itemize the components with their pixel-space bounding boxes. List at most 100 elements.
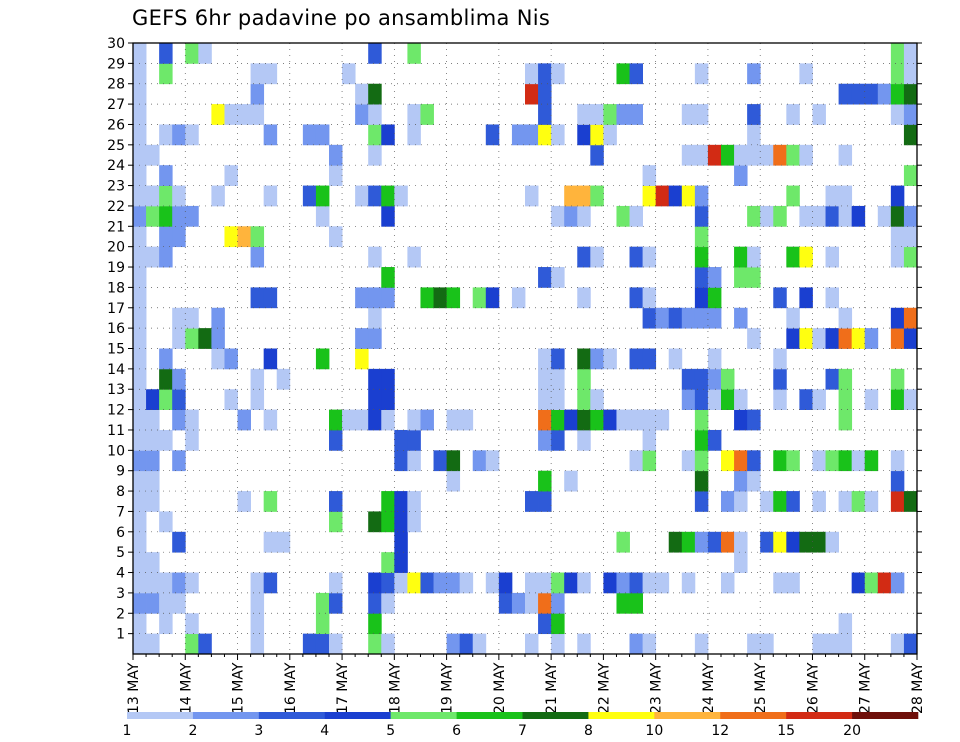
heatmap-cell <box>538 83 552 105</box>
heatmap-cell <box>851 491 866 512</box>
heatmap-cell <box>890 368 905 390</box>
heatmap-cell <box>694 226 709 248</box>
heatmap-cell <box>172 307 186 329</box>
heatmap-cell <box>250 389 265 410</box>
heatmap-cell <box>694 307 709 329</box>
colorbar-swatch <box>324 712 391 719</box>
heatmap-cell <box>590 348 604 370</box>
heatmap-cell <box>159 389 173 410</box>
heatmap-cell <box>864 389 879 410</box>
heatmap-cell <box>694 267 709 288</box>
heatmap-cell <box>133 348 147 370</box>
heatmap-cell <box>773 389 787 410</box>
heatmap-cell <box>734 552 748 573</box>
heatmap-cell <box>538 409 552 431</box>
heatmap-cell <box>133 267 147 288</box>
heatmap-cell <box>172 226 186 248</box>
colorbar-label: 12 <box>711 723 729 739</box>
heatmap-cell <box>668 348 683 370</box>
heatmap-cell <box>734 144 748 166</box>
heatmap-cell <box>890 205 905 227</box>
heatmap-cell <box>707 368 722 390</box>
heatmap-cell <box>655 409 670 431</box>
heatmap-cell <box>721 389 735 410</box>
heatmap-cell <box>433 572 447 594</box>
heatmap-cell <box>551 633 565 655</box>
heatmap-cell <box>329 226 343 248</box>
heatmap-cell <box>577 124 591 146</box>
heatmap-cell <box>172 124 186 146</box>
heatmap-cell <box>551 267 565 288</box>
heatmap-cell <box>890 246 905 268</box>
heatmap-cell <box>172 205 186 227</box>
x-tick-label: 18 MAY <box>387 662 403 714</box>
heatmap-cell <box>773 368 787 390</box>
heatmap-cell <box>172 328 186 349</box>
heatmap-cell <box>250 572 265 594</box>
x-tick-label: 20 MAY <box>492 662 508 714</box>
heatmap-cell <box>851 450 866 472</box>
heatmap-cell <box>786 328 800 349</box>
heatmap-cell <box>159 592 173 614</box>
heatmap-cell <box>903 165 918 186</box>
heatmap-cell <box>133 124 147 146</box>
heatmap-cell <box>368 104 382 125</box>
heatmap-cell <box>381 185 395 207</box>
heatmap-cell <box>355 287 369 309</box>
heatmap-cell <box>472 633 487 655</box>
heatmap-cell <box>133 104 147 125</box>
heatmap-cell <box>133 307 147 329</box>
heatmap-cell <box>133 328 147 349</box>
heatmap-cell <box>838 633 853 655</box>
heatmap-cell <box>877 572 892 594</box>
heatmap-cell <box>629 287 643 309</box>
heatmap-cell <box>368 43 382 64</box>
heatmap-cell <box>146 246 160 268</box>
heatmap-cell <box>590 144 604 166</box>
heatmap-cell <box>577 104 591 125</box>
heatmap-cell <box>707 429 722 451</box>
heatmap-cell <box>407 43 421 64</box>
heatmap-cell <box>237 409 251 431</box>
x-tick-label: 17 MAY <box>335 662 351 714</box>
heatmap-cell <box>694 368 709 390</box>
y-tick-label: 24 <box>107 158 125 174</box>
heatmap-cell <box>903 104 918 125</box>
heatmap-cell <box>603 348 617 370</box>
heatmap-cell <box>133 409 147 431</box>
x-tick-label: 26 MAY <box>805 662 821 714</box>
heatmap-cell <box>838 409 853 431</box>
heatmap-cell <box>877 205 892 227</box>
heatmap-cell <box>198 43 212 64</box>
heatmap-cell <box>511 124 526 146</box>
heatmap-cell <box>681 104 696 125</box>
y-tick-label: 11 <box>107 423 125 439</box>
heatmap-cell <box>133 389 147 410</box>
heatmap-cell <box>511 287 526 309</box>
heatmap-cell <box>133 552 147 573</box>
heatmap-cell <box>368 613 382 635</box>
heatmap-cell <box>525 592 539 614</box>
heatmap-cell <box>903 83 918 105</box>
heatmap-cell <box>903 124 918 146</box>
heatmap-cell <box>224 389 238 410</box>
heatmap-cell <box>694 389 709 410</box>
y-tick-label: 21 <box>107 219 125 235</box>
x-tick-label: 16 MAY <box>283 662 299 714</box>
heatmap-cell <box>590 104 604 125</box>
heatmap-cell <box>551 592 565 614</box>
heatmap-cell <box>538 267 552 288</box>
heatmap-cell <box>146 185 160 207</box>
heatmap-cell <box>407 491 421 512</box>
heatmap-cell <box>668 185 683 207</box>
colorbar-label: 6 <box>452 723 461 739</box>
heatmap-cell <box>420 409 434 431</box>
heatmap-cell <box>329 165 343 186</box>
heatmap-cell <box>381 572 395 594</box>
heatmap-cell <box>185 43 199 64</box>
heatmap-cell <box>355 185 369 207</box>
heatmap-cell <box>799 531 813 553</box>
heatmap-cell <box>342 63 356 85</box>
colorbar-swatch <box>654 712 721 719</box>
heatmap-cell <box>890 83 905 105</box>
